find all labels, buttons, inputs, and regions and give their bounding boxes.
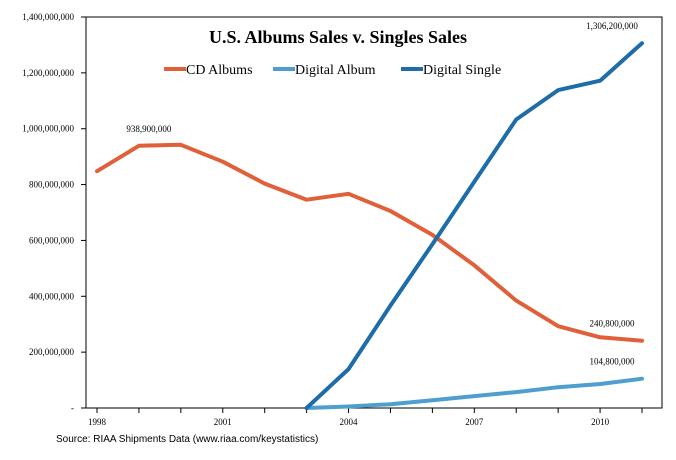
y-tick-label: 400,000,000 <box>29 291 75 301</box>
chart: - 200,000,000 400,000,000 600,000,000 800,00… <box>22 12 663 427</box>
x-tick-label: 2001 <box>214 417 232 427</box>
series-line-0 <box>95 142 644 343</box>
legend: CD Albums Digital Album Digital Single <box>164 63 501 78</box>
data-label: 1,306,200,000 <box>586 21 638 31</box>
y-axis: - 200,000,000 400,000,000 600,000,000 800,00… <box>22 12 86 413</box>
y-tick-label: 1,400,000,000 <box>22 12 74 22</box>
y-tick-label: 200,000,000 <box>29 347 75 357</box>
series-line-1 <box>304 376 644 410</box>
plot-frame <box>85 16 663 409</box>
series-line-2 <box>304 41 644 410</box>
x-tick-label: 1998 <box>88 417 107 427</box>
chart-title: U.S. Albums Sales v. Singles Sales <box>209 27 467 47</box>
y-tick-label: - <box>71 403 74 413</box>
y-tick-label: 600,000,000 <box>29 235 75 245</box>
source-note: Source: RIAA Shipments Data (www.riaa.co… <box>56 434 319 445</box>
legend-label: Digital Album <box>295 63 376 78</box>
data-label: 104,800,000 <box>590 357 636 367</box>
data-label: 240,800,000 <box>590 319 636 329</box>
x-tick-label: 2010 <box>591 417 610 427</box>
legend-label: CD Albums <box>186 63 253 78</box>
series-lines <box>95 41 644 410</box>
y-tick-label: 1,000,000,000 <box>22 124 74 134</box>
y-tick-label: 1,200,000,000 <box>22 68 74 78</box>
annotations: 938,900,000 240,800,000 104,800,000 1,306,2… <box>126 21 638 367</box>
x-tick-label: 2004 <box>340 417 359 427</box>
x-axis: 1998 2001 2004 2007 2010 <box>88 408 643 427</box>
data-label: 938,900,000 <box>126 124 172 134</box>
x-tick-label: 2007 <box>465 417 484 427</box>
legend-label: Digital Single <box>423 63 501 78</box>
y-tick-label: 800,000,000 <box>29 180 75 190</box>
